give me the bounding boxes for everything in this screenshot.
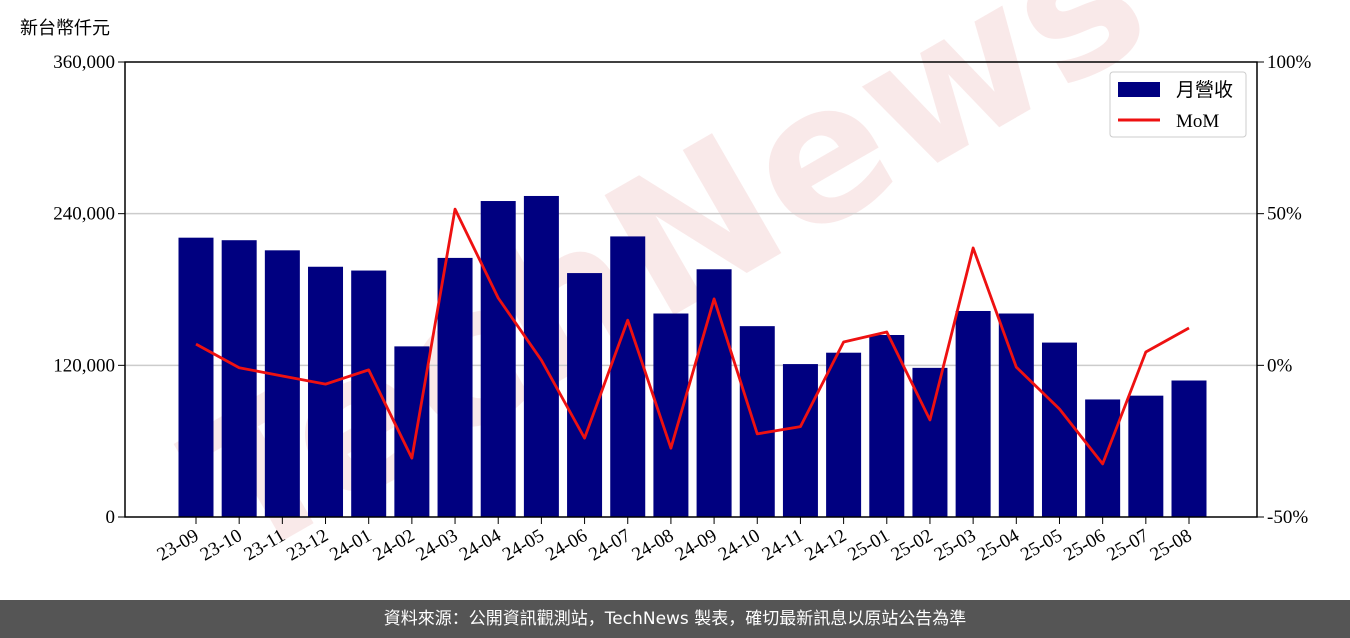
bar bbox=[782, 364, 818, 517]
line bbox=[195, 207, 1190, 466]
x-tick-label: 25-03 bbox=[931, 525, 980, 565]
bar bbox=[567, 273, 603, 517]
y-tick-label: 360,000 bbox=[53, 52, 115, 73]
x-tick-label: 24-10 bbox=[715, 525, 764, 565]
bar bbox=[178, 237, 214, 518]
bar bbox=[221, 240, 257, 518]
x-tick-label: 25-08 bbox=[1147, 525, 1196, 565]
legend-swatch bbox=[1118, 82, 1160, 97]
y2-tick-label: -50% bbox=[1267, 507, 1308, 528]
bar bbox=[610, 236, 646, 517]
bar bbox=[1041, 342, 1077, 517]
y-tick-label: 240,000 bbox=[53, 204, 115, 225]
x-tick-label: 24-06 bbox=[542, 525, 591, 565]
x-tick-label: 25-06 bbox=[1060, 525, 1109, 565]
bar bbox=[480, 201, 516, 517]
bar bbox=[523, 195, 559, 517]
footer: 資料來源：公開資訊觀測站，TechNews 製表，確切最新訊息以原站公告為準 bbox=[0, 600, 1350, 638]
x-tick-label: 24-04 bbox=[456, 525, 505, 566]
bar bbox=[264, 250, 300, 517]
y2-tick-label: 0% bbox=[1267, 355, 1293, 376]
x-tick-label: 24-05 bbox=[499, 525, 548, 565]
x-tick-label: 25-07 bbox=[1103, 525, 1152, 565]
y-tick-label: 0 bbox=[106, 507, 116, 528]
y2-tick-label: 50% bbox=[1267, 204, 1302, 225]
bar bbox=[437, 257, 473, 517]
x-tick-label: 24-12 bbox=[801, 525, 850, 565]
bar bbox=[869, 335, 905, 517]
bar bbox=[826, 352, 862, 517]
x-tick-label: 25-02 bbox=[888, 525, 937, 565]
chart: 新台幣仟元 TechNews 0120,000240,000360,000-50… bbox=[20, 0, 1312, 600]
bar bbox=[1085, 399, 1121, 517]
bar bbox=[955, 310, 991, 517]
legend-label: 月營收 bbox=[1176, 79, 1233, 101]
bar bbox=[1171, 380, 1207, 517]
plot-frame bbox=[124, 61, 1258, 518]
bar bbox=[308, 266, 344, 517]
x-tick-label: 25-01 bbox=[844, 525, 893, 565]
y-tick-label: 120,000 bbox=[53, 355, 115, 376]
bar bbox=[998, 313, 1034, 517]
bar bbox=[912, 367, 948, 517]
bar bbox=[739, 326, 775, 517]
x-tick-label: 24-03 bbox=[413, 525, 462, 565]
y-axis-label: 新台幣仟元 bbox=[20, 18, 110, 39]
x-tick-label: 23-09 bbox=[154, 525, 203, 565]
y2-tick-label: 100% bbox=[1267, 52, 1312, 73]
x-tick-label: 24-08 bbox=[629, 525, 678, 565]
x-tick-label: 24-07 bbox=[585, 525, 634, 565]
bar bbox=[1128, 395, 1164, 517]
x-tick-label: 25-05 bbox=[1017, 525, 1066, 565]
x-tick-label: 24-09 bbox=[672, 525, 721, 565]
x-tick-label: 25-04 bbox=[974, 525, 1023, 566]
legend-label: MoM bbox=[1176, 111, 1219, 132]
x-tick-label: 24-11 bbox=[759, 525, 807, 565]
bar bbox=[696, 269, 732, 517]
